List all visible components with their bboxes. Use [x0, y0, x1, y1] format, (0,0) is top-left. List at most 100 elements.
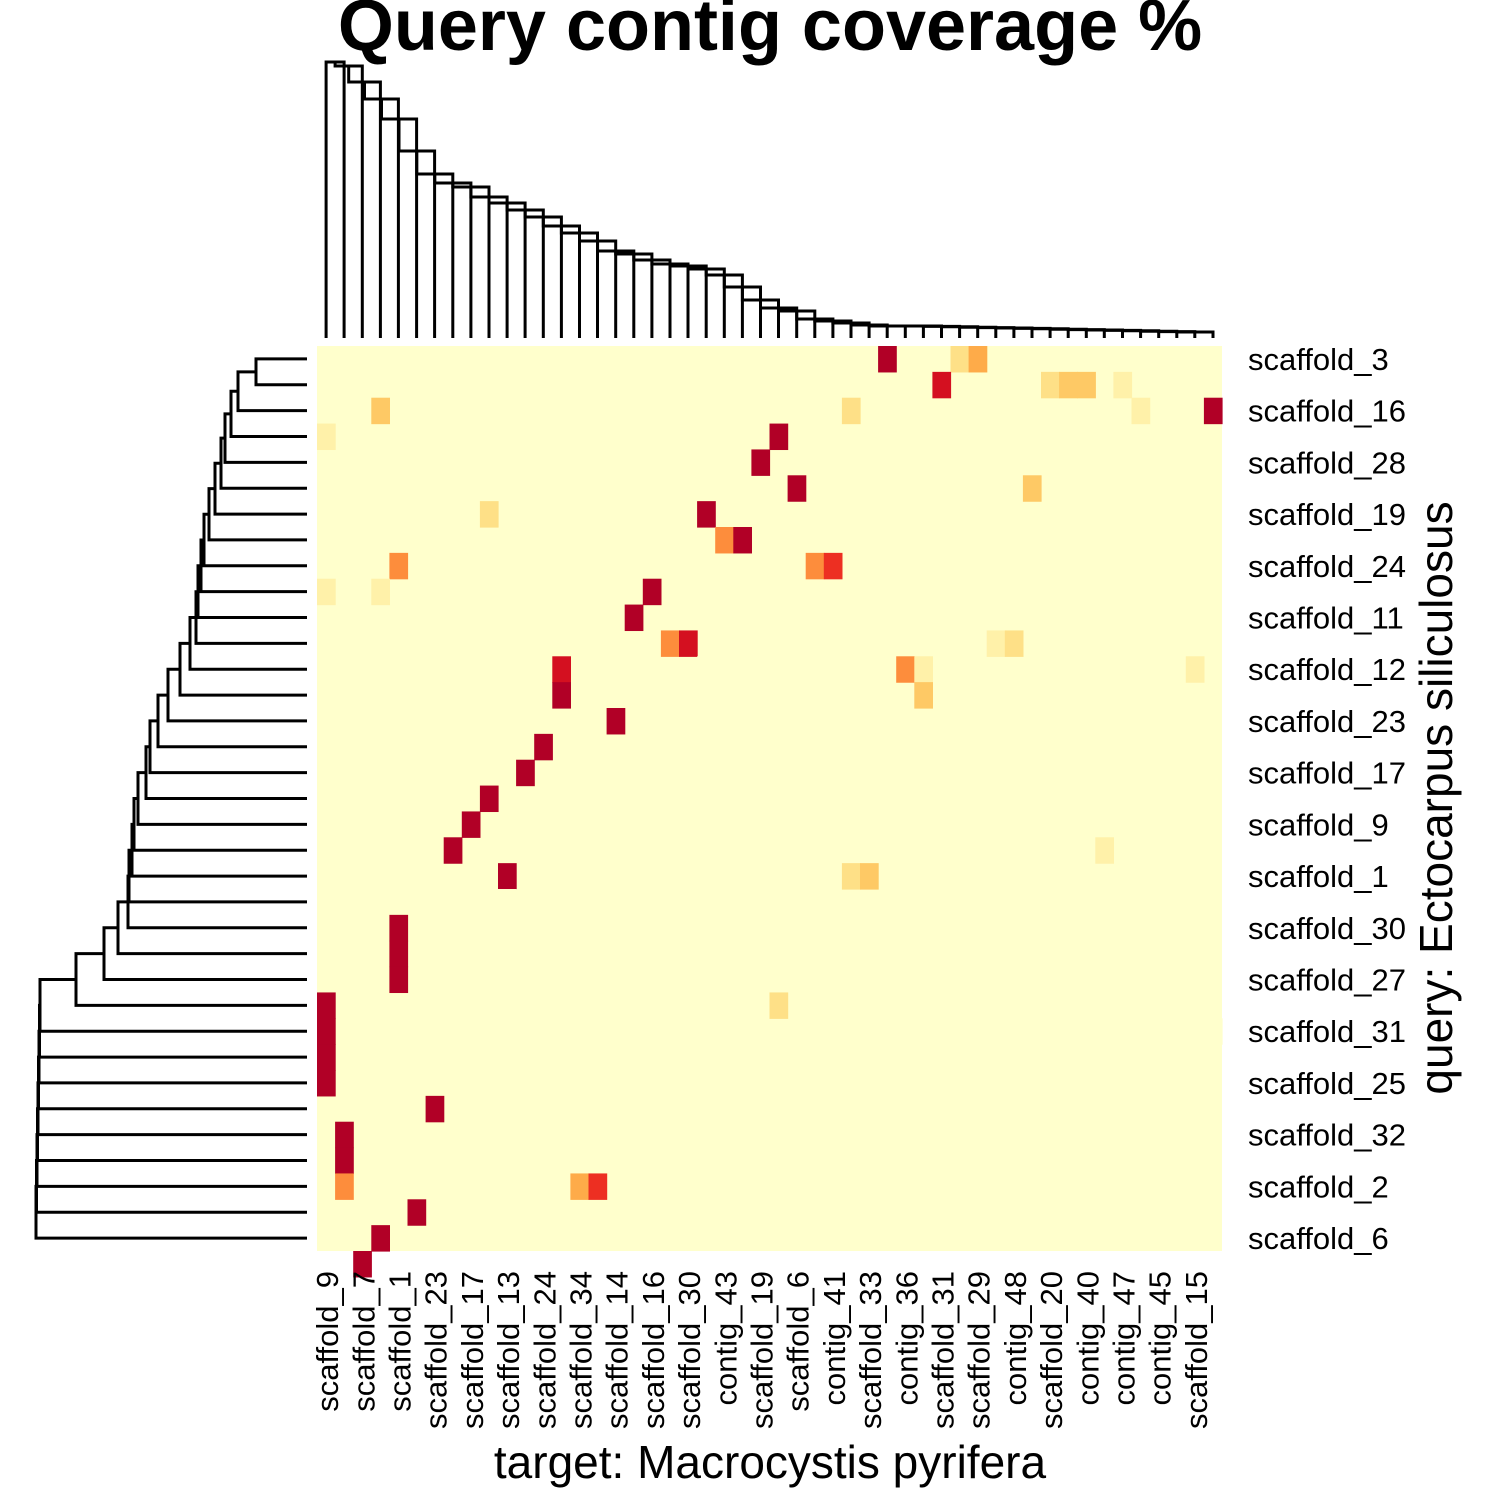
y-tick-label-14: scaffold_25	[1248, 1066, 1406, 1101]
row-dendro-link-4	[223, 412, 307, 464]
heatmap-cell-62	[1022, 889, 1042, 916]
x-tick-label-15: scaffold_33	[853, 1271, 888, 1429]
heatmap-cell-67	[751, 966, 771, 994]
heatmap-cell-29	[317, 578, 336, 606]
heatmap-cell-8	[371, 397, 390, 425]
heatmap-cell-17	[751, 449, 771, 476]
heatmap-cell-52	[516, 759, 535, 787]
heatmap-cell-68	[317, 992, 336, 1019]
y-tick-label-9: scaffold_9	[1248, 807, 1389, 842]
x-tick-label-7: scaffold_34	[564, 1271, 599, 1429]
heatmap-cell-18	[1149, 449, 1169, 476]
heatmap-cell-71	[1203, 1018, 1223, 1045]
heatmap-cell-27	[805, 552, 825, 580]
heatmap-cell-1	[950, 346, 970, 373]
y-tick-label-17: scaffold_6	[1248, 1221, 1389, 1256]
heatmap-cell-33	[534, 604, 553, 632]
x-tick-labels: scaffold_9 scaffold_7 scaffold_1 scaffold_2…	[310, 1271, 1214, 1429]
heatmap-cell-20	[1022, 475, 1042, 502]
heatmap-cell-11	[1203, 397, 1223, 425]
x-tick-label-5: scaffold_13	[491, 1271, 526, 1429]
x-tick-label-3: scaffold_23	[419, 1271, 454, 1429]
col-dendro-link-2	[333, 62, 364, 338]
heatmap-cell-54	[371, 811, 390, 838]
heatmap-cell-60	[860, 863, 879, 890]
heatmap-cell-28	[823, 552, 843, 580]
heatmap-cell-19	[787, 475, 807, 502]
heatmap-cell-59	[841, 863, 861, 890]
x-axis-title: target: Macrocystis pyrifera	[494, 1436, 1047, 1488]
heatmap-cell-43	[896, 656, 915, 683]
heatmap-cell-46	[552, 682, 571, 709]
heatmap-cell-21	[407, 501, 427, 528]
heatmap-cell-23	[697, 501, 716, 528]
y-axis-title: query: Ectocarpus siliculosus	[1410, 501, 1462, 1094]
y-tick-label-0: scaffold_3	[1248, 342, 1389, 377]
x-tick-label-1: scaffold_7	[346, 1271, 381, 1412]
heatmap-cell-55	[461, 811, 481, 838]
heatmap-cell-2	[968, 346, 988, 373]
x-tick-label-21: contig_40	[1070, 1271, 1105, 1405]
x-tick-label-9: scaffold_16	[636, 1271, 671, 1429]
x-tick-label-22: contig_47	[1107, 1271, 1142, 1405]
x-tick-label-18: scaffold_29	[962, 1271, 997, 1429]
column-dendrogram	[324, 60, 1215, 338]
heatmap-cell-74	[425, 1095, 445, 1123]
y-tick-label-13: scaffold_31	[1248, 1014, 1406, 1049]
heatmap-cell-9	[841, 397, 861, 425]
y-tick-label-12: scaffold_27	[1248, 963, 1406, 998]
heatmap-cell-26	[389, 552, 409, 580]
y-tick-label-7: scaffold_23	[1248, 704, 1406, 739]
heatmap-cell-65	[389, 940, 409, 968]
heatmap-cell-24	[715, 527, 734, 554]
x-tick-label-11: contig_43	[708, 1271, 743, 1405]
row-dendro-link-3	[229, 389, 307, 438]
heatmap-cell-5	[1059, 371, 1078, 399]
row-dendro-link-1	[254, 357, 307, 387]
heatmap-cell-38	[1004, 630, 1024, 657]
heatmap-cell-41	[552, 656, 571, 683]
heatmap-cell-44	[914, 656, 933, 683]
x-tick-label-10: scaffold_30	[672, 1271, 707, 1429]
heatmap-cell-36	[679, 630, 698, 657]
y-tick-label-16: scaffold_2	[1248, 1169, 1389, 1204]
y-tick-label-11: scaffold_30	[1248, 911, 1406, 946]
y-tick-label-15: scaffold_32	[1248, 1118, 1406, 1153]
heatmap-cell-57	[1095, 837, 1114, 864]
x-tick-label-0: scaffold_9	[310, 1271, 345, 1412]
heatmap-background	[317, 346, 1222, 1251]
heatmap-cell-76	[335, 1147, 354, 1175]
y-tick-label-8: scaffold_17	[1248, 756, 1406, 791]
heatmap-cell-40	[371, 656, 390, 683]
heatmap-cell-4	[1041, 371, 1060, 399]
heatmap-cell-45	[1185, 656, 1205, 683]
y-tick-label-10: scaffold_1	[1248, 859, 1389, 894]
col-dendro-link-3	[347, 66, 382, 338]
heatmap-cell-50	[534, 733, 553, 761]
y-tick-label-4: scaffold_24	[1248, 549, 1406, 584]
heatmap-cell-6	[1077, 371, 1096, 399]
heatmap-cell-14	[751, 423, 771, 451]
x-tick-label-23: contig_45	[1143, 1271, 1178, 1405]
heatmap-cell-56	[443, 837, 463, 864]
heatmap-cell-34	[624, 604, 644, 632]
heatmap-cell-78	[570, 1173, 590, 1200]
heatmap-cell-30	[371, 578, 390, 606]
heatmap-cell-22	[479, 501, 499, 528]
col-dendro-link-49	[1175, 330, 1215, 338]
heatmap-cell-73	[317, 1070, 336, 1097]
heatmap-cell-49	[606, 708, 626, 735]
x-tick-label-24: scaffold_15	[1179, 1271, 1214, 1429]
heatmap-cell-70	[317, 1018, 336, 1045]
heatmap-cell-79	[588, 1173, 608, 1200]
y-tick-label-6: scaffold_12	[1248, 652, 1406, 687]
col-dendro-link-1	[324, 60, 346, 338]
chart-title: Query contig coverage %	[338, 0, 1202, 66]
heatmap-cell-35	[660, 630, 680, 657]
row-dendro-link-2	[236, 370, 307, 413]
heatmap-cell-31	[642, 578, 662, 606]
heatmap-cell-48	[425, 708, 445, 735]
heatmap-cell-51	[371, 759, 390, 787]
row-dendro-link-34	[34, 1184, 307, 1240]
